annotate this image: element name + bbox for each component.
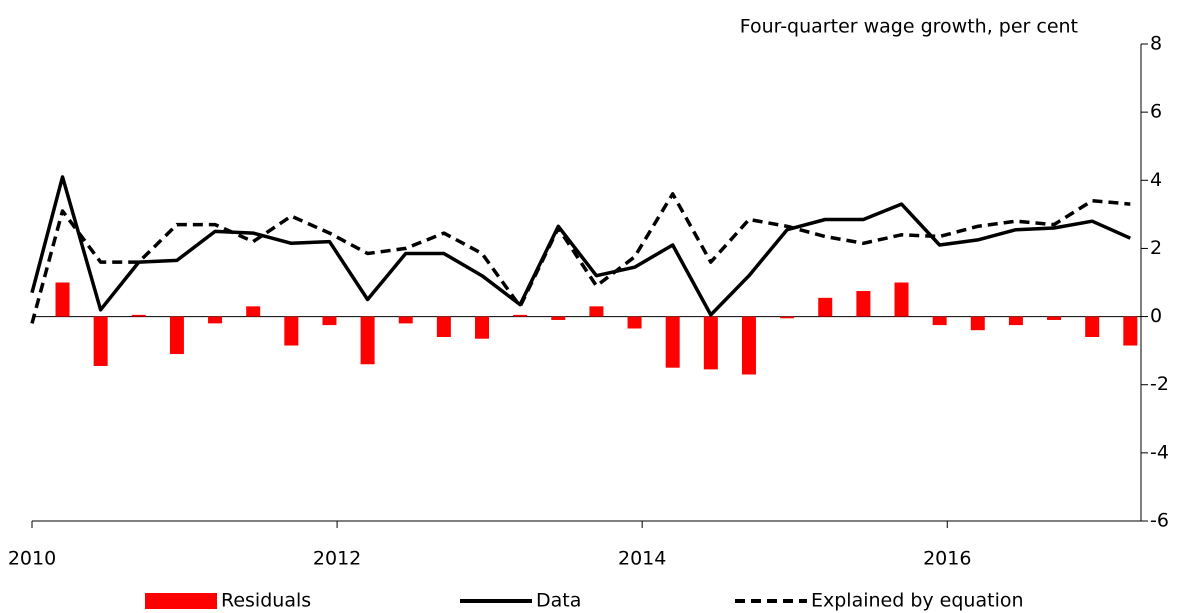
- bar: [780, 316, 795, 319]
- y-tick-label: 2: [1150, 237, 1162, 259]
- line: [30, 175, 1132, 317]
- bar: [932, 316, 947, 326]
- bar: [169, 316, 184, 355]
- bar: [322, 316, 337, 326]
- y-tick-label: 4: [1150, 169, 1162, 191]
- bar: [1085, 316, 1100, 338]
- bar: [131, 314, 146, 317]
- bar: [551, 316, 566, 320]
- line: [30, 192, 1131, 324]
- axis-label: Four-quarter wage growth, per cent: [740, 16, 1078, 38]
- y-tick-label: 8: [1150, 33, 1162, 55]
- y-tick-label: -2: [1150, 373, 1169, 395]
- bar: [284, 316, 299, 346]
- bar: [1047, 316, 1062, 320]
- y-tick-label: 6: [1150, 101, 1162, 123]
- bar: [894, 282, 909, 317]
- x-tick-label: 2016: [923, 548, 971, 570]
- x-tick-label: 2014: [618, 548, 666, 570]
- legend-label: Explained by equation: [811, 590, 1024, 612]
- bar: [1123, 316, 1138, 346]
- bar: [818, 297, 833, 317]
- bar: [1008, 316, 1023, 326]
- bar: [703, 316, 718, 370]
- legend-label: Residuals: [221, 590, 311, 612]
- bar: [93, 316, 108, 366]
- bar: [627, 316, 642, 329]
- y-tick-label: -4: [1150, 441, 1169, 463]
- legend-swatch: [145, 593, 217, 609]
- bar: [513, 314, 528, 317]
- x-tick-label: 2012: [313, 548, 361, 570]
- bar: [589, 306, 604, 317]
- bar: [55, 282, 70, 317]
- bar: [970, 316, 985, 331]
- bar: [398, 316, 413, 324]
- bar: [208, 316, 223, 324]
- bar: [475, 316, 490, 339]
- y-tick-label: 0: [1150, 305, 1162, 327]
- x-tick-label: 2010: [8, 548, 56, 570]
- bar: [360, 316, 375, 365]
- y-tick-label: -6: [1150, 510, 1169, 532]
- bar: [246, 306, 261, 317]
- bar: [856, 291, 871, 317]
- bar: [741, 316, 756, 375]
- legend-label: Data: [536, 590, 581, 612]
- bar: [436, 316, 451, 338]
- bar: [665, 316, 680, 368]
